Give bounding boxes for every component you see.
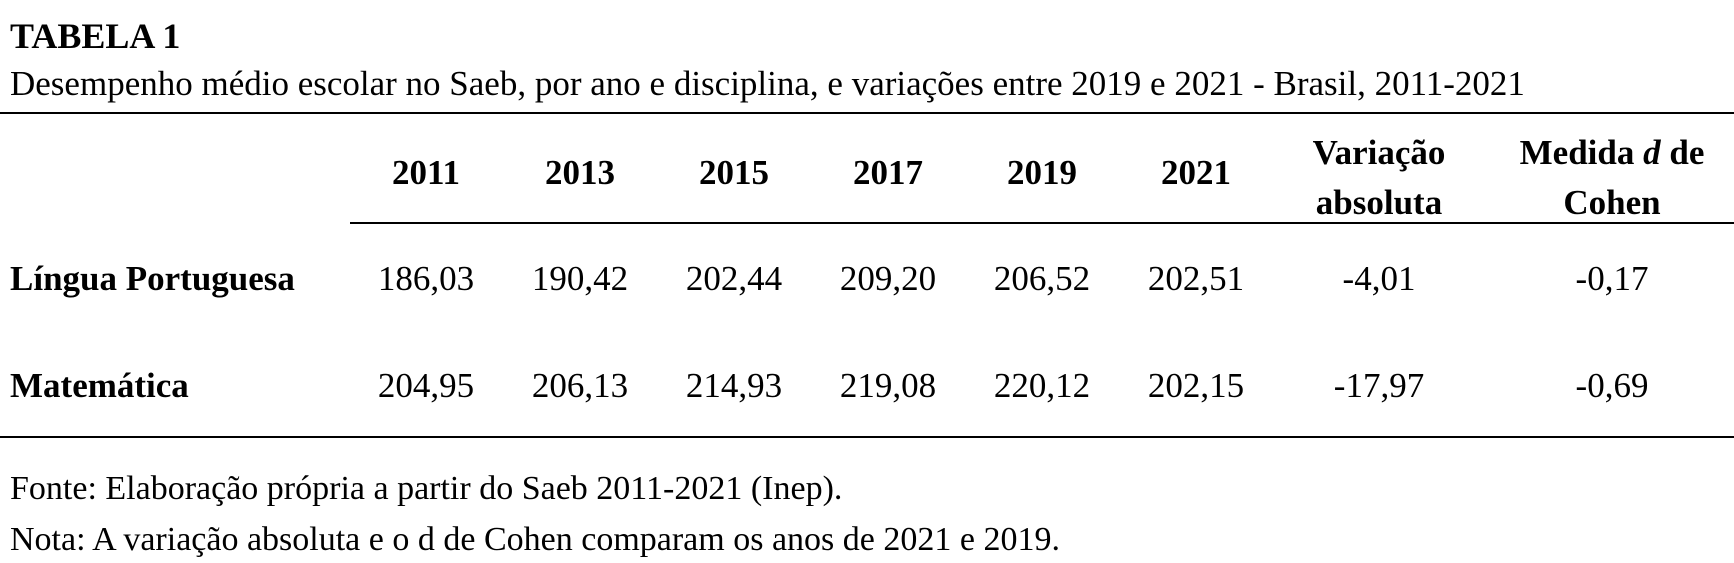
table-subtitle: Desempenho médio escolar no Saeb, por an… xyxy=(10,64,1525,103)
table-cell-variation: -4,01 xyxy=(1342,259,1416,298)
top-rule xyxy=(0,112,1734,114)
cohen-header-d: d xyxy=(1643,133,1661,172)
table-cell: 186,03 xyxy=(377,259,475,298)
col-header-2017: 2017 xyxy=(853,153,923,192)
row-label-lingua-portuguesa: Língua Portuguesa xyxy=(10,259,295,298)
col-header-2019: 2019 xyxy=(1007,153,1077,192)
col-header-cohen: Medida d de Cohen xyxy=(1520,128,1705,228)
table-cell: 204,95 xyxy=(377,366,475,405)
row-label-matematica: Matemática xyxy=(10,366,189,405)
col-header-variation: Variação absoluta xyxy=(1313,128,1446,228)
col-header-variation-line2: absoluta xyxy=(1315,183,1443,222)
table-cell: 190,42 xyxy=(531,259,629,298)
col-header-variation-line1: Variação xyxy=(1312,133,1446,172)
table-cell: 206,52 xyxy=(993,259,1091,298)
table-cell: 202,51 xyxy=(1147,259,1245,298)
col-header-2015: 2015 xyxy=(699,153,769,192)
footnote: Nota: A variação absoluta e o d de Cohen… xyxy=(10,521,1060,558)
col-header-cohen-line1: Medida d de xyxy=(1520,128,1705,178)
table-cell: 202,15 xyxy=(1147,366,1245,405)
col-header-cohen-line2: Cohen xyxy=(1563,183,1661,222)
table-cell: 219,08 xyxy=(839,366,937,405)
col-header-2021: 2021 xyxy=(1161,153,1231,192)
source-note: Fonte: Elaboração própria a partir do Sa… xyxy=(10,470,843,507)
table-cell-cohen: -0,17 xyxy=(1575,259,1649,298)
table-cell-variation: -17,97 xyxy=(1333,366,1425,405)
col-header-2011: 2011 xyxy=(391,153,461,192)
bottom-rule xyxy=(0,436,1734,438)
col-header-2013: 2013 xyxy=(545,153,615,192)
cohen-header-part-a: Medida xyxy=(1519,133,1644,172)
table-cell: 220,12 xyxy=(993,366,1091,405)
table-cell: 209,20 xyxy=(839,259,937,298)
table-cell: 206,13 xyxy=(531,366,629,405)
cohen-header-part-b: de xyxy=(1660,133,1705,172)
table-cell: 202,44 xyxy=(685,259,783,298)
table-cell-cohen: -0,69 xyxy=(1575,366,1649,405)
table-title: TABELA 1 xyxy=(10,16,181,56)
table-cell: 214,93 xyxy=(685,366,783,405)
header-rule xyxy=(350,222,1734,224)
